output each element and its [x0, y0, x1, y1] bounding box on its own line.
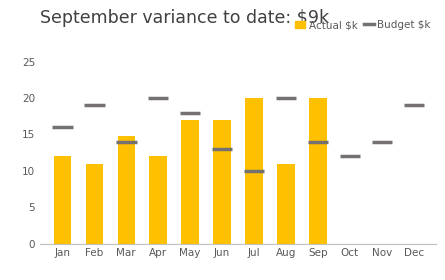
Bar [213, 120, 231, 244]
Legend: Actual $k, Budget $k: Actual $k, Budget $k [291, 16, 435, 34]
Bar [85, 164, 103, 244]
Bar [245, 98, 263, 244]
Bar [150, 156, 167, 244]
Bar [277, 164, 295, 244]
Bar [117, 136, 135, 244]
Bar [54, 156, 71, 244]
Bar [182, 120, 199, 244]
Bar [309, 98, 327, 244]
Text: September variance to date: $9k: September variance to date: $9k [40, 9, 329, 27]
